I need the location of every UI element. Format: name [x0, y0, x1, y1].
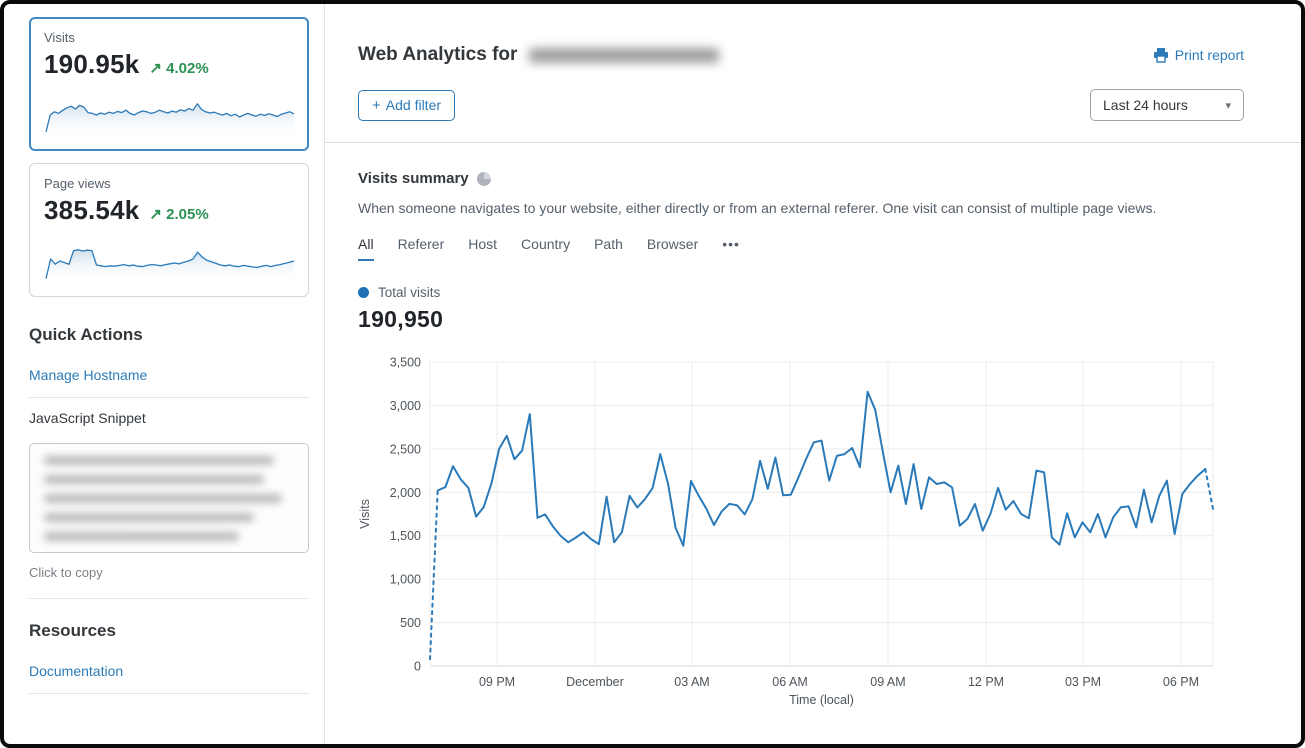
summary-description: When someone navigates to your website, …: [358, 200, 1157, 216]
svg-text:2,500: 2,500: [390, 442, 421, 456]
add-filter-button[interactable]: + Add filter: [358, 89, 456, 121]
metric-label: Visits: [44, 30, 75, 45]
svg-text:Time (local): Time (local): [789, 693, 854, 707]
tab-country[interactable]: Country: [521, 236, 571, 252]
quick-actions-heading: Quick Actions: [29, 325, 143, 344]
plus-icon: +: [372, 96, 381, 114]
trend-up-icon: ↗: [149, 206, 162, 223]
svg-text:2,000: 2,000: [390, 486, 421, 500]
metric-card-page-views[interactable]: Page views 385.54k ↗ 2.05%: [29, 163, 309, 297]
divider: [29, 693, 309, 694]
metric-value: 385.54k: [44, 195, 140, 225]
summary-title-text: Visits summary: [358, 170, 469, 187]
visits-line-chart: 0 500 1,000 1,500 2,000 2,500 3,000 3,500 09 PM D…: [358, 356, 1214, 707]
sidebar: Visits 190.95k ↗ 4.02% Page views 385.54…: [4, 4, 325, 744]
summary-title: Visits summary: [358, 170, 1301, 187]
js-snippet-label: JavaScript Snippet: [29, 410, 146, 426]
divider: [29, 598, 309, 599]
page-title-text: Web Analytics for: [358, 44, 518, 65]
print-report-label: Print report: [1174, 47, 1244, 63]
total-visits-value: 190,950: [358, 306, 444, 332]
documentation-link[interactable]: Documentation: [29, 663, 124, 679]
metric-value: 190.95k: [44, 49, 140, 79]
visits-summary-section: Visits summary When someone navigates to…: [325, 143, 1301, 711]
delta-percent: 4.02%: [166, 60, 209, 77]
time-range-select[interactable]: Last 24 hours ▾: [1090, 89, 1244, 121]
page-views-sparkline: [45, 249, 295, 284]
add-filter-label: Add filter: [385, 96, 442, 113]
svg-text:3,000: 3,000: [390, 399, 421, 413]
metric-label: Page views: [44, 176, 111, 191]
dimension-tabs: All Referer Host Country Path Browser •••: [358, 236, 1301, 261]
svg-text:1,000: 1,000: [390, 573, 421, 587]
divider: [29, 397, 309, 398]
svg-text:09 PM: 09 PM: [479, 675, 515, 689]
redacted-code-line: [44, 494, 282, 503]
visits-sparkline: [45, 103, 295, 138]
pie-chart-icon: [476, 171, 491, 186]
metric-delta: ↗ 2.05%: [149, 205, 208, 223]
svg-text:09 AM: 09 AM: [870, 675, 905, 689]
chevron-down-icon: ▾: [1225, 99, 1231, 112]
page-title: Web Analytics for: [358, 44, 720, 66]
tab-all[interactable]: All: [358, 236, 374, 261]
svg-text:12 PM: 12 PM: [968, 675, 1004, 689]
divider: [325, 142, 1301, 143]
tab-browser[interactable]: Browser: [646, 236, 699, 252]
resources-heading: Resources: [29, 621, 116, 640]
time-range-value: Last 24 hours: [1103, 97, 1188, 113]
legend-label: Total visits: [378, 285, 441, 300]
redacted-code-line: [44, 456, 274, 465]
redacted-code-line: [44, 532, 239, 541]
main-panel: Web Analytics for Print report + Add filt…: [325, 4, 1301, 744]
js-snippet-box[interactable]: [29, 443, 309, 553]
tab-host[interactable]: Host: [468, 236, 498, 252]
print-report-link[interactable]: Print report: [1153, 47, 1244, 63]
metric-delta: ↗ 4.02%: [149, 59, 208, 77]
svg-text:0: 0: [414, 660, 421, 674]
copy-hint: Click to copy: [29, 565, 103, 580]
svg-text:500: 500: [400, 616, 421, 630]
trend-up-icon: ↗: [149, 60, 162, 77]
svg-text:3,500: 3,500: [390, 356, 421, 370]
svg-text:December: December: [566, 675, 624, 689]
manage-hostname-link[interactable]: Manage Hostname: [29, 367, 148, 383]
delta-percent: 2.05%: [166, 206, 209, 223]
legend-dot-icon: [358, 287, 369, 298]
svg-text:03 PM: 03 PM: [1065, 675, 1101, 689]
redacted-code-line: [44, 475, 264, 484]
svg-text:06 PM: 06 PM: [1163, 675, 1199, 689]
tab-referer[interactable]: Referer: [397, 236, 445, 252]
metric-card-visits[interactable]: Visits 190.95k ↗ 4.02%: [29, 17, 309, 151]
tabs-more-button[interactable]: •••: [722, 236, 740, 252]
chart-legend: Total visits: [358, 285, 1301, 300]
redacted-domain: [529, 47, 720, 63]
svg-text:1,500: 1,500: [390, 529, 421, 543]
redacted-code-line: [44, 513, 254, 522]
svg-text:Visits: Visits: [358, 499, 372, 529]
printer-icon: [1153, 48, 1168, 63]
svg-text:06 AM: 06 AM: [772, 675, 807, 689]
tab-path[interactable]: Path: [594, 236, 623, 252]
svg-text:03 AM: 03 AM: [674, 675, 709, 689]
